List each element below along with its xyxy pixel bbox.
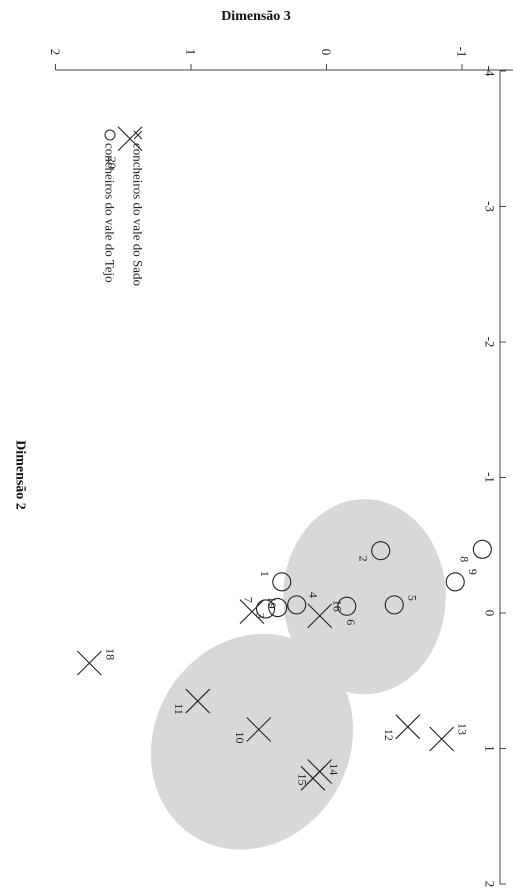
y-axis-title: Dimensão 3 xyxy=(221,9,291,24)
legend-item-1: concheiros do vale do Tejo xyxy=(103,129,118,283)
point-label: 19 xyxy=(265,597,279,609)
data-point-7: 7 xyxy=(242,597,276,619)
circle-marker xyxy=(472,539,492,559)
cross-marker xyxy=(246,717,272,742)
point-label: 14 xyxy=(327,763,341,775)
point-label: 7 xyxy=(242,597,256,603)
legend: concheiros do vale do Tejo concheiros do … xyxy=(103,129,146,286)
circle-marker xyxy=(255,599,276,619)
circle-marker xyxy=(268,598,288,618)
y-tick-label: 2 xyxy=(48,49,63,56)
cross-marker xyxy=(239,599,265,625)
cross-marker xyxy=(307,759,333,784)
circle-marker xyxy=(371,541,391,561)
data-point-15: 15 xyxy=(296,759,333,786)
circle-marker xyxy=(287,595,307,615)
cross-marker xyxy=(429,726,455,752)
x-tick-label: -3 xyxy=(483,201,498,212)
data-point-2: 2 xyxy=(357,541,391,562)
cluster-region-1 xyxy=(283,499,446,695)
x-tick-label: 1 xyxy=(483,745,498,752)
cross-marker xyxy=(395,714,421,740)
data-point-12: 12 xyxy=(382,714,421,741)
data-point-19: 19 xyxy=(239,597,279,625)
point-label: 15 xyxy=(296,774,310,786)
y-tick-label: -1 xyxy=(455,47,470,58)
circle-marker xyxy=(445,572,465,592)
cross-marker xyxy=(307,603,333,629)
y-tick-label: 0 xyxy=(319,49,334,56)
circle-marker xyxy=(384,595,404,615)
x-tick-label: 2 xyxy=(483,881,498,888)
data-point-6: 6 xyxy=(337,596,358,625)
point-label: 6 xyxy=(344,619,358,625)
legend-circle-marker xyxy=(104,129,116,141)
x-tick-label: -1 xyxy=(483,472,498,483)
point-label: 2 xyxy=(357,556,371,562)
point-label: 10 xyxy=(233,732,247,744)
x-axis-title: Dimensão 2 xyxy=(13,440,28,510)
data-point-5: 5 xyxy=(384,595,419,615)
point-label: 4 xyxy=(307,592,321,598)
data-point-8: 8 xyxy=(457,539,492,562)
legend-item-2: concheiros do vale do Sado xyxy=(131,130,146,286)
cross-marker xyxy=(185,688,211,714)
data-point-13: 13 xyxy=(429,723,470,752)
cross-marker xyxy=(117,126,143,152)
data-point-3: 3 xyxy=(254,598,288,619)
data-point-20: 20 xyxy=(105,126,143,169)
highlight-regions xyxy=(150,499,446,850)
x-tick-label: 0 xyxy=(483,610,498,617)
point-label: 8 xyxy=(457,556,471,562)
data-point-4: 4 xyxy=(287,592,321,615)
data-point-1: 1 xyxy=(258,571,292,592)
point-label: 18 xyxy=(103,648,117,660)
legend-cross-marker xyxy=(133,130,143,140)
x-tick-label: -4 xyxy=(483,66,498,77)
data-point-18: 18 xyxy=(76,648,117,676)
data-point-10: 10 xyxy=(233,717,272,744)
cluster-region-2 xyxy=(150,633,354,850)
point-label: 5 xyxy=(405,595,419,601)
axis-titles: Dimensão 3 Dimensão 2 xyxy=(13,9,291,510)
point-label: 3 xyxy=(254,613,268,619)
y-tick-label: 1 xyxy=(184,49,199,56)
point-label: 16 xyxy=(331,600,345,612)
circle-marker xyxy=(272,572,292,592)
point-label: 13 xyxy=(456,723,470,735)
data-point-9: 9 xyxy=(445,569,480,592)
cross-marker xyxy=(76,650,102,676)
data-point-16: 16 xyxy=(307,600,345,629)
point-label: 12 xyxy=(382,729,396,741)
point-label: 9 xyxy=(466,569,480,575)
data-point-11: 11 xyxy=(172,688,211,715)
legend-label: concheiros do vale do Sado xyxy=(131,143,146,286)
point-label: 11 xyxy=(172,703,186,715)
legend-label: concheiros do vale do Tejo xyxy=(103,143,118,283)
point-label: 20 xyxy=(105,157,119,169)
data-points: 1234567891011121314151617181920 xyxy=(76,126,492,791)
x-tick-label: -2 xyxy=(483,337,498,348)
circle-marker xyxy=(337,596,357,616)
point-label: 1 xyxy=(258,571,272,577)
